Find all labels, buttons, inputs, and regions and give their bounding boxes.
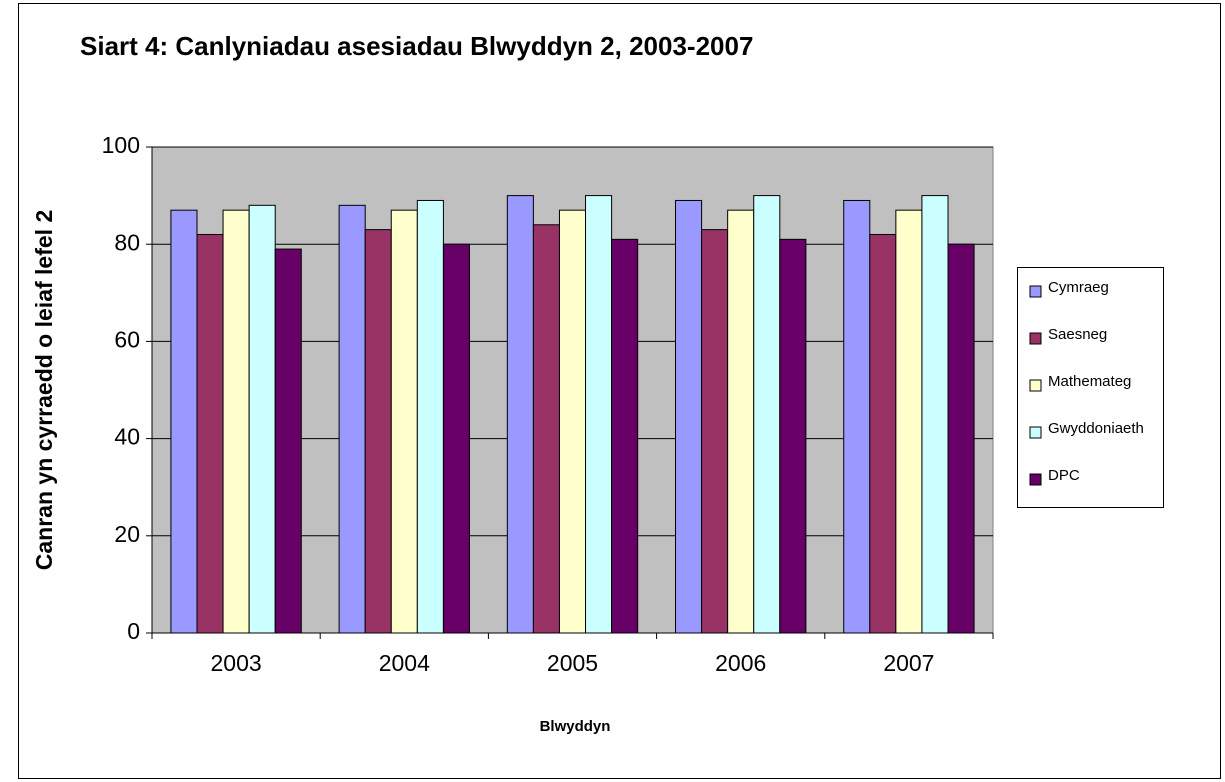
legend-label: Cymraeg [1048, 279, 1109, 296]
bar [585, 195, 613, 634]
bar [779, 238, 807, 634]
bar [843, 199, 871, 634]
y-tick-label: 20 [114, 521, 140, 547]
y-tick-label: 100 [102, 132, 140, 158]
bar [947, 243, 975, 634]
bar [611, 238, 639, 634]
bar [921, 195, 949, 634]
bar [364, 229, 392, 634]
bar [727, 209, 755, 634]
legend-swatch [1029, 332, 1042, 345]
y-tick-label: 40 [114, 424, 140, 450]
x-tick-label: 2005 [547, 650, 598, 676]
bar [416, 199, 444, 634]
bar [701, 229, 729, 634]
y-tick-label: 0 [127, 618, 140, 644]
x-tick-label: 2006 [715, 650, 766, 676]
legend-label: Saesneg [1048, 326, 1107, 343]
x-axis-title: Blwyddyn [540, 718, 611, 735]
bar [442, 243, 470, 634]
chart-title: Siart 4: Canlyniadau asesiadau Blwyddyn … [80, 31, 753, 61]
bar [675, 199, 703, 634]
bar [170, 209, 198, 634]
bar [196, 233, 224, 634]
x-tick-label: 2003 [211, 650, 262, 676]
legend-label: DPC [1048, 467, 1080, 484]
legend-swatch [1029, 285, 1042, 298]
bar [248, 204, 276, 634]
bar [274, 248, 302, 634]
legend-box [1017, 267, 1164, 508]
bar [532, 224, 560, 634]
bar [869, 233, 897, 634]
legend-swatch [1029, 426, 1042, 439]
x-tick-label: 2007 [883, 650, 934, 676]
bar [338, 204, 366, 634]
legend-label: Mathemateg [1048, 373, 1131, 390]
bar [753, 195, 781, 634]
bar [558, 209, 587, 634]
legend-swatch [1029, 379, 1042, 392]
bar [390, 209, 418, 634]
x-tick-label: 2004 [379, 650, 430, 676]
y-axis-title: Canran yn cyrraedd o leiaf lefel 2 [31, 210, 57, 570]
y-tick-label: 80 [114, 229, 140, 255]
y-tick-label: 60 [114, 326, 140, 352]
legend-swatch [1029, 473, 1042, 486]
bar [222, 209, 250, 634]
legend-label: Gwyddoniaeth [1048, 420, 1144, 437]
bar [506, 195, 534, 634]
bar [895, 209, 923, 634]
